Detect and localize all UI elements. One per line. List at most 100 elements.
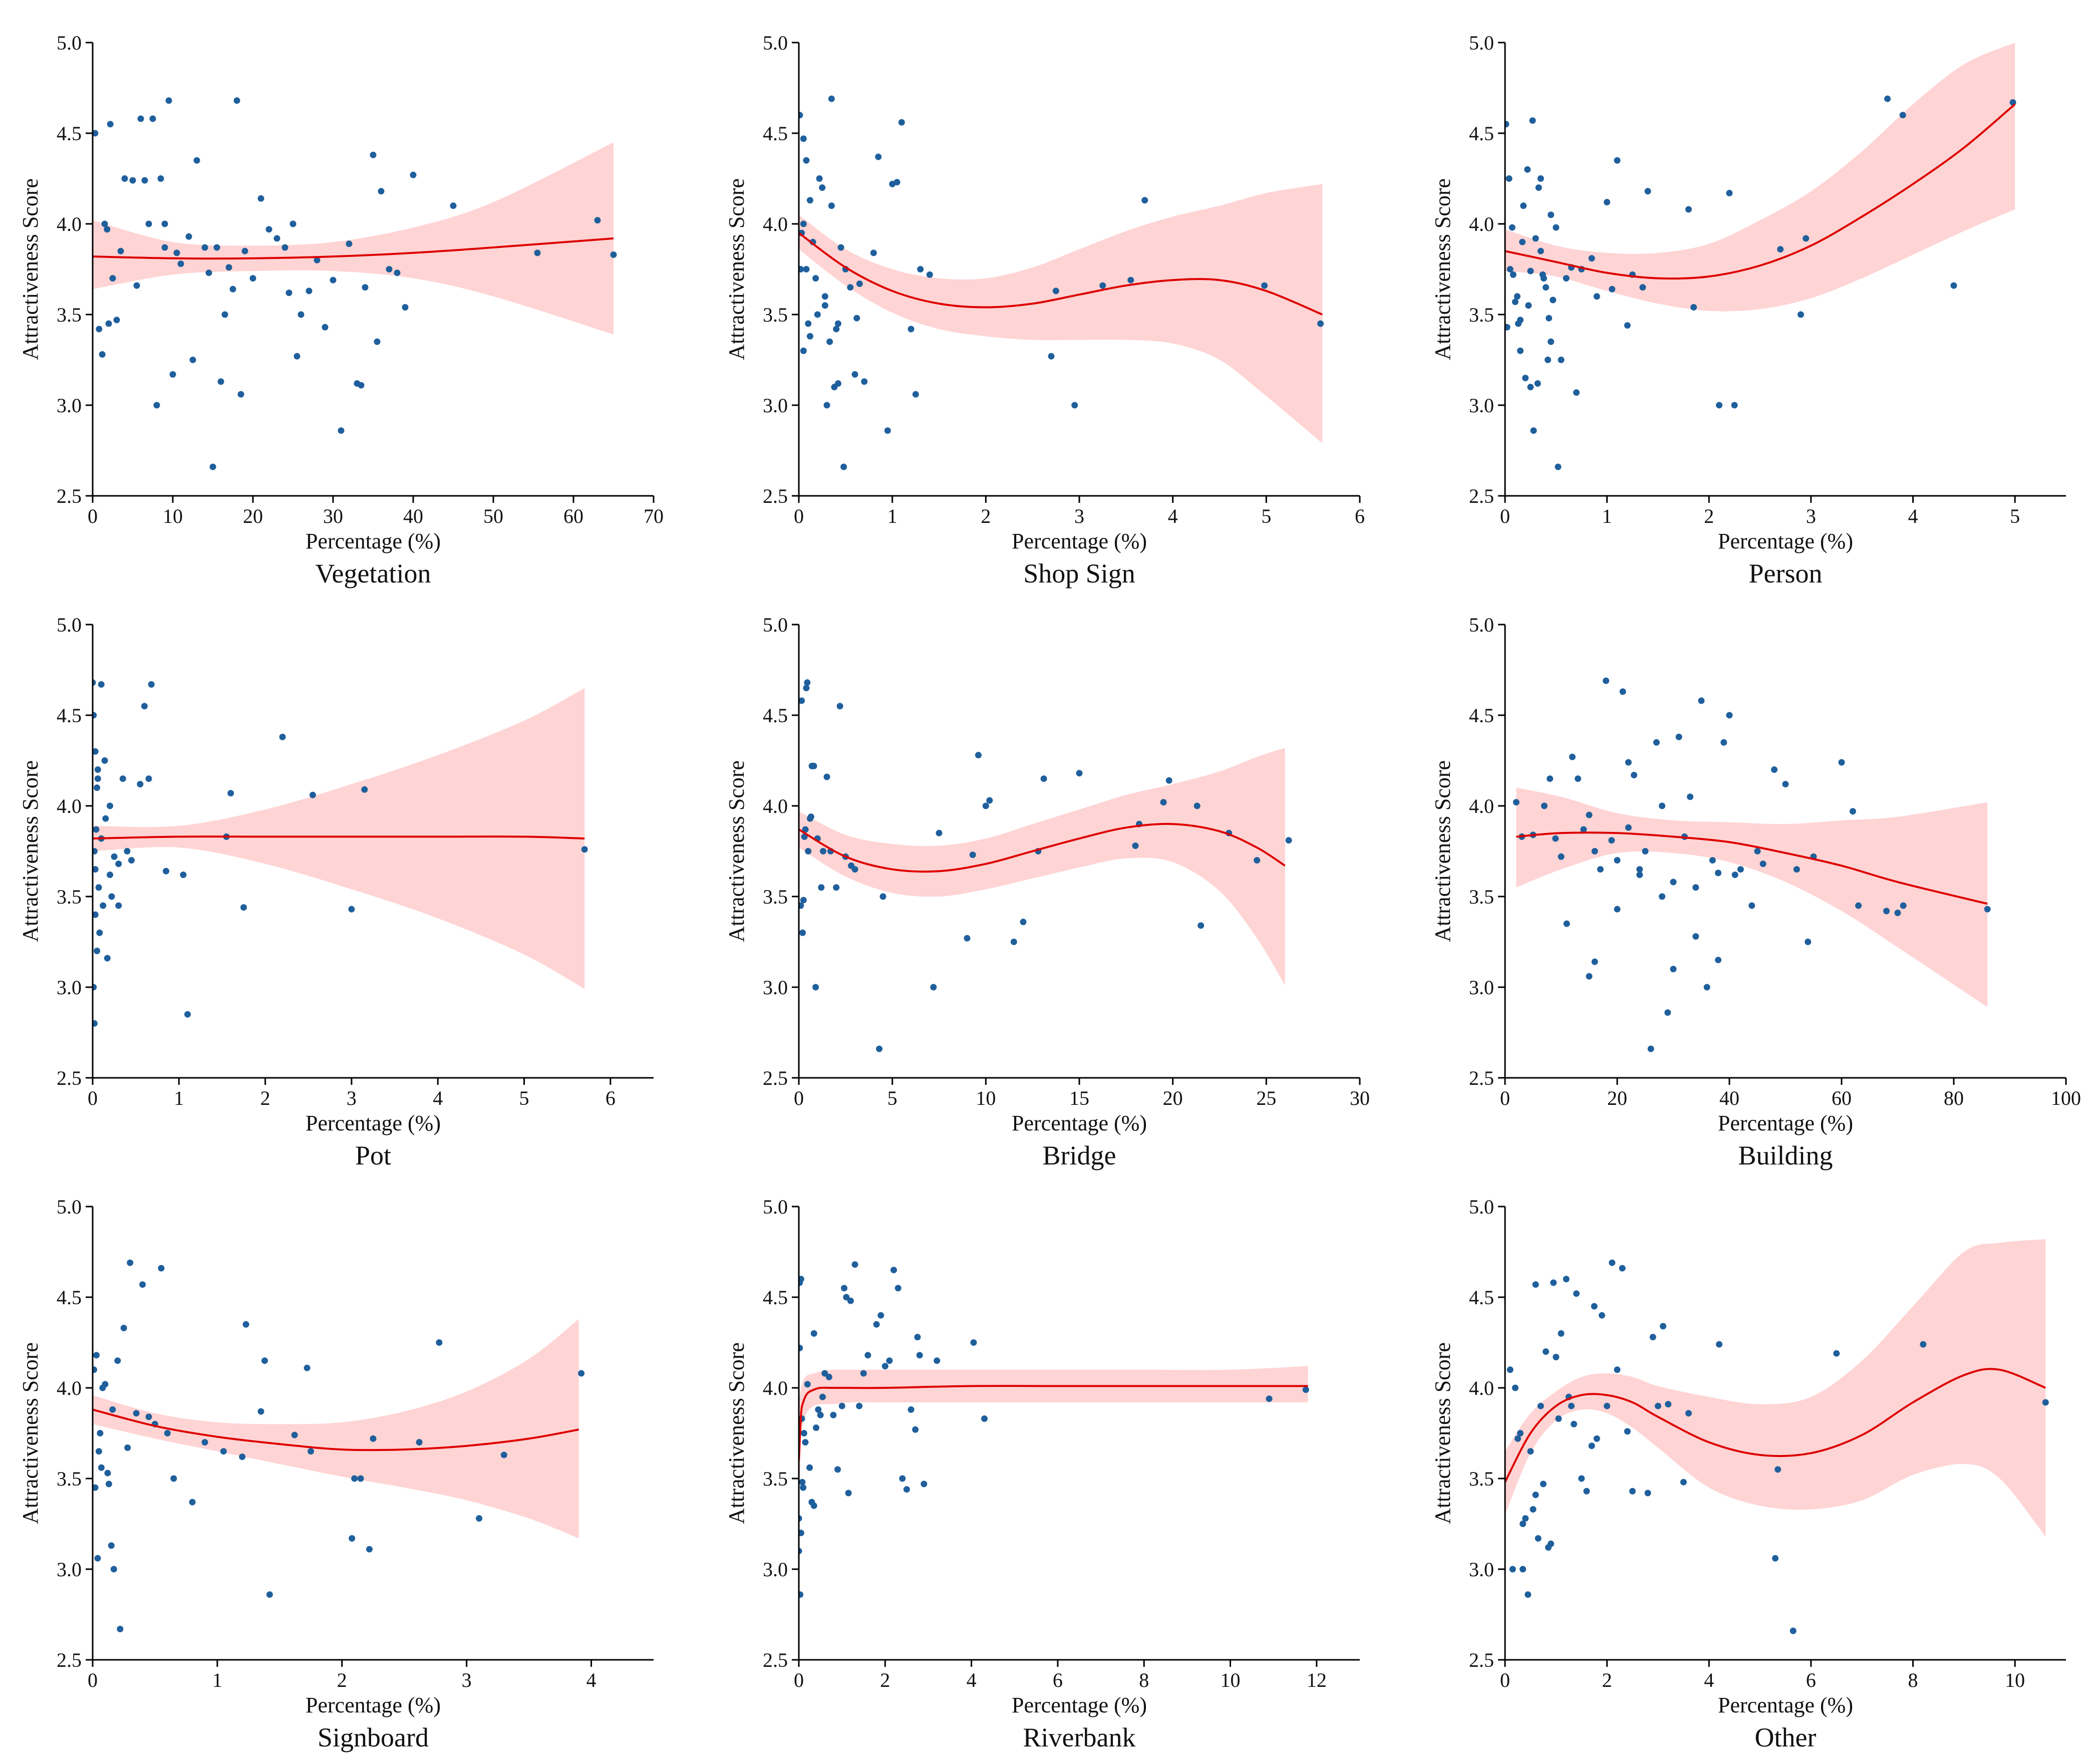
data-point (149, 115, 156, 122)
x-tick-label: 4 (1908, 505, 1918, 527)
data-point (819, 1393, 826, 1400)
data-point (165, 97, 172, 104)
data-point (799, 1591, 804, 1598)
data-point (93, 911, 99, 918)
y-tick-label: 4.5 (57, 1286, 82, 1309)
x-axis-label: Percentage (%) (306, 529, 441, 553)
data-point (1624, 322, 1631, 329)
data-point (416, 1439, 423, 1446)
y-tick-label: 2.5 (763, 1067, 788, 1089)
data-point (1555, 1415, 1562, 1422)
data-point (879, 893, 886, 900)
data-point (1803, 235, 1810, 242)
x-axis-label: Percentage (%) (1012, 1111, 1147, 1135)
data-point (1720, 739, 1727, 746)
data-point (1558, 1330, 1565, 1337)
data-point (94, 775, 101, 782)
panel-bridge: 2.5 3.0 3.5 4.0 4.5 5.0 0 5 10 15 20 25 30 Percentage… (724, 614, 1370, 1170)
data-point (1614, 1366, 1621, 1373)
x-tick-label: 5 (887, 1087, 898, 1109)
data-point (95, 884, 102, 891)
panel-title: Building (1738, 1140, 1833, 1170)
data-point (833, 326, 840, 333)
x-tick-label: 6 (1053, 1669, 1063, 1691)
data-point (903, 1486, 910, 1493)
data-point (828, 202, 835, 209)
data-point (1193, 802, 1201, 809)
y-tick-label: 3.0 (763, 976, 788, 999)
panel-title: Shop Sign (1023, 558, 1135, 589)
data-point (129, 177, 136, 184)
y-tick-label: 3.0 (763, 1558, 788, 1581)
data-point (594, 217, 601, 224)
data-point (1777, 246, 1784, 253)
data-point (104, 1469, 111, 1477)
x-tick-label: 8 (1139, 1669, 1149, 1691)
data-point (1071, 402, 1078, 409)
data-point (137, 115, 144, 122)
y-tick-label: 2.5 (1469, 1649, 1494, 1671)
confidence-band (799, 748, 1285, 986)
data-point (800, 897, 807, 904)
data-point (1838, 759, 1845, 766)
x-tick-label: 4 (967, 1669, 977, 1691)
data-point (1532, 235, 1539, 242)
data-point (1883, 908, 1890, 915)
data-point (1591, 848, 1598, 854)
data-point (1517, 347, 1524, 354)
data-point (1543, 1348, 1549, 1355)
y-tick-label: 4.0 (57, 795, 82, 817)
data-point (894, 1285, 902, 1292)
data-point (285, 289, 292, 297)
data-point (975, 752, 982, 759)
data-point (1798, 311, 1804, 318)
data-point (221, 311, 228, 318)
data-point (201, 244, 208, 251)
data-point (1625, 824, 1632, 831)
y-tick-label: 4.5 (763, 122, 788, 145)
data-point (1670, 878, 1677, 886)
fit-curve (1505, 1368, 2046, 1483)
data-point (803, 685, 810, 692)
data-point (1010, 939, 1017, 945)
data-point (1254, 857, 1261, 864)
data-point (799, 902, 804, 909)
data-point (1509, 224, 1516, 231)
data-point (969, 851, 976, 858)
data-point (120, 1325, 127, 1331)
data-point (1586, 973, 1593, 980)
data-point (1653, 739, 1660, 746)
data-point (799, 1530, 804, 1537)
y-axis-label: Attractiveness Score (18, 1342, 43, 1524)
data-point (841, 1285, 847, 1292)
data-point (1737, 866, 1744, 873)
y-tick-label: 3.5 (57, 304, 82, 326)
x-tick-label: 0 (88, 1669, 98, 1691)
data-point (837, 244, 844, 251)
data-point (851, 866, 858, 873)
data-point (293, 353, 301, 360)
data-point (158, 1265, 165, 1272)
data-point (845, 1490, 852, 1497)
y-tick-label: 3.5 (1469, 1467, 1494, 1490)
data-point (145, 775, 152, 782)
y-tick-label: 5.0 (763, 614, 788, 636)
y-tick-label: 2.5 (763, 485, 788, 507)
y-tick-label: 3.5 (763, 304, 788, 326)
data-point (1599, 1312, 1605, 1319)
data-point (890, 1267, 897, 1274)
data-point (1515, 1435, 1521, 1442)
data-point (241, 247, 248, 254)
data-point (148, 681, 155, 688)
data-point (799, 1548, 802, 1555)
fit-curve (799, 822, 1286, 873)
data-point (100, 902, 107, 909)
confidence-band (1505, 1239, 2046, 1537)
data-point (1513, 799, 1520, 806)
data-point (105, 1481, 112, 1488)
y-tick-label: 5.0 (763, 1196, 788, 1218)
x-tick-label: 1 (887, 505, 898, 527)
data-point (1894, 910, 1901, 917)
data-point (1537, 1402, 1544, 1409)
data-point (1512, 299, 1519, 306)
